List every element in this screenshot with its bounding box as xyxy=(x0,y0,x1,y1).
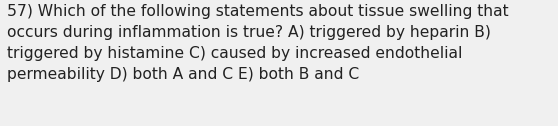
Text: 57) Which of the following statements about tissue swelling that
occurs during i: 57) Which of the following statements ab… xyxy=(7,4,509,82)
